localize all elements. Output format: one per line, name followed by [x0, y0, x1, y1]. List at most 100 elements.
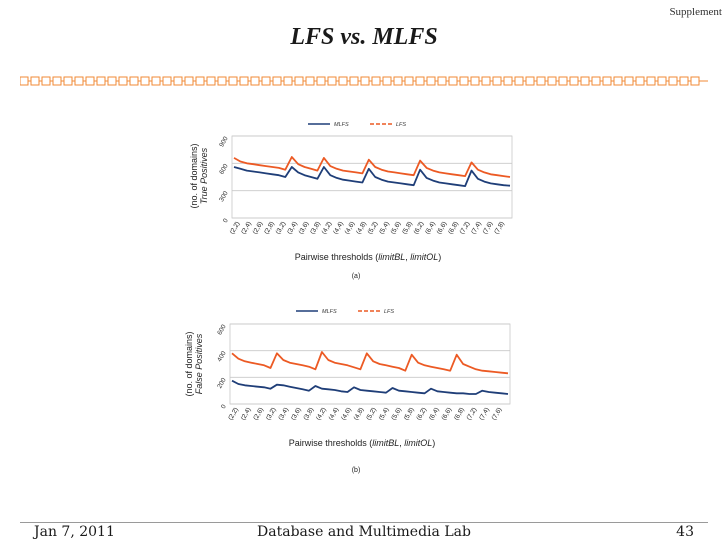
x-tick-label: (3,2)	[265, 407, 278, 422]
deco-square	[30, 76, 40, 86]
series-line-mlfs	[233, 166, 511, 187]
deco-square	[85, 76, 95, 86]
deco-square	[283, 76, 293, 86]
deco-square	[690, 76, 700, 86]
series-line-lfs	[233, 156, 511, 178]
x-tick-label: (2,2)	[227, 407, 240, 422]
deco-square	[239, 76, 249, 86]
deco-square	[338, 76, 348, 86]
deco-square	[481, 76, 491, 86]
x-tick-label: (5,2)	[365, 407, 378, 422]
decorative-square-bar	[20, 76, 708, 86]
deco-square	[679, 76, 689, 86]
y-tick-label: 0	[220, 403, 228, 410]
x-tick-label: (7,2)	[459, 221, 472, 236]
deco-square	[580, 76, 590, 86]
x-tick-label: (3,4)	[286, 221, 299, 236]
slide-title: LFS vs. MLFS	[290, 24, 438, 50]
legend-label-mlfs: MLFS	[334, 122, 349, 128]
legend-label-lfs: LFS	[384, 309, 394, 315]
y-axis-label: (no. of domains)	[189, 143, 199, 208]
deco-square	[261, 76, 271, 86]
x-tick-label: (6,4)	[424, 221, 437, 236]
x-tick-label: (5,4)	[378, 221, 391, 236]
y-tick-label: 200	[216, 377, 228, 390]
plot-area	[229, 323, 511, 405]
deco-square	[349, 76, 359, 86]
x-tick-label: (7,8)	[493, 221, 506, 236]
x-tick-label: (4,6)	[344, 221, 357, 236]
y-tick-label: 900	[218, 135, 230, 148]
deco-square	[569, 76, 579, 86]
x-tick-label: (5,6)	[390, 221, 403, 236]
y-tick-label: 0	[222, 217, 230, 224]
deco-square	[503, 76, 513, 86]
deco-square	[459, 76, 469, 86]
x-tick-label: (3,8)	[309, 221, 322, 236]
chart-false-positives: 0 200 400 600 (2,2) (2,4) (2,6) (3,2) (3,4) (3,6)…	[184, 309, 511, 474]
deco-square	[184, 76, 194, 86]
deco-square	[426, 76, 436, 86]
x-tick-label: (3,6)	[290, 407, 303, 422]
deco-square	[118, 76, 128, 86]
supplement-label: Supplement	[669, 6, 722, 18]
deco-square	[547, 76, 557, 86]
footer-date: Jan 7, 2011	[34, 524, 115, 540]
x-tick-label: (7,2)	[466, 407, 479, 422]
deco-square	[536, 76, 546, 86]
deco-square	[217, 76, 227, 86]
deco-square	[602, 76, 612, 86]
x-tick-label: (3,6)	[298, 221, 311, 236]
x-axis-label: Pairwise thresholds (limitBL, limitOL)	[295, 252, 442, 262]
deco-square	[305, 76, 315, 86]
y-axis-label-metric: True Positives	[199, 147, 209, 204]
deco-square	[228, 76, 238, 86]
deco-square	[107, 76, 117, 86]
x-tick-label: (4,2)	[315, 407, 328, 422]
x-tick-label: (6,6)	[436, 221, 449, 236]
deco-square	[63, 76, 73, 86]
x-tick-label: (2,6)	[252, 407, 265, 422]
deco-square	[525, 76, 535, 86]
deco-square	[173, 76, 183, 86]
series-line-lfs	[231, 351, 509, 375]
deco-square	[613, 76, 623, 86]
x-tick-label: (7,4)	[478, 407, 491, 422]
deco-square	[470, 76, 480, 86]
x-tick-label: (6,2)	[413, 221, 426, 236]
deco-square	[657, 76, 667, 86]
deco-square	[371, 76, 381, 86]
x-tick-label: (4,8)	[355, 221, 368, 236]
deco-square	[162, 76, 172, 86]
deco-square	[250, 76, 260, 86]
footer-page-number: 43	[676, 524, 694, 540]
y-tick-label: 600	[218, 163, 230, 176]
x-tick-label: (4,8)	[353, 407, 366, 422]
deco-square	[668, 76, 678, 86]
figure-caption: (a)	[352, 273, 361, 280]
chart-true-positives: 0 300 600 900 (2,2)(2,4)(2,6)(2,8)(3,2)(3,4)…	[189, 122, 513, 280]
footer-divider	[20, 522, 708, 523]
footer-lab-name: Database and Multimedia Lab	[257, 524, 471, 540]
deco-square	[591, 76, 601, 86]
deco-square	[140, 76, 150, 86]
deco-square	[404, 76, 414, 86]
legend-label-lfs: LFS	[396, 122, 406, 128]
x-tick-label: (5,8)	[403, 407, 416, 422]
deco-square	[492, 76, 502, 86]
deco-square	[624, 76, 634, 86]
x-tick-label: (3,2)	[275, 221, 288, 236]
y-tick-label: 300	[218, 190, 230, 203]
x-tick-label: (3,4)	[277, 407, 290, 422]
deco-square	[558, 76, 568, 86]
deco-square	[393, 76, 403, 86]
deco-square	[206, 76, 216, 86]
x-tick-label: (2,8)	[263, 221, 276, 236]
series-line-mlfs	[231, 379, 509, 395]
deco-square	[272, 76, 282, 86]
x-tick-label: (2,6)	[252, 221, 265, 236]
x-tick-label: (5,4)	[378, 407, 391, 422]
x-tick-label: (2,4)	[240, 221, 253, 236]
deco-square	[316, 76, 326, 86]
x-tick-label: (5,2)	[367, 221, 380, 236]
